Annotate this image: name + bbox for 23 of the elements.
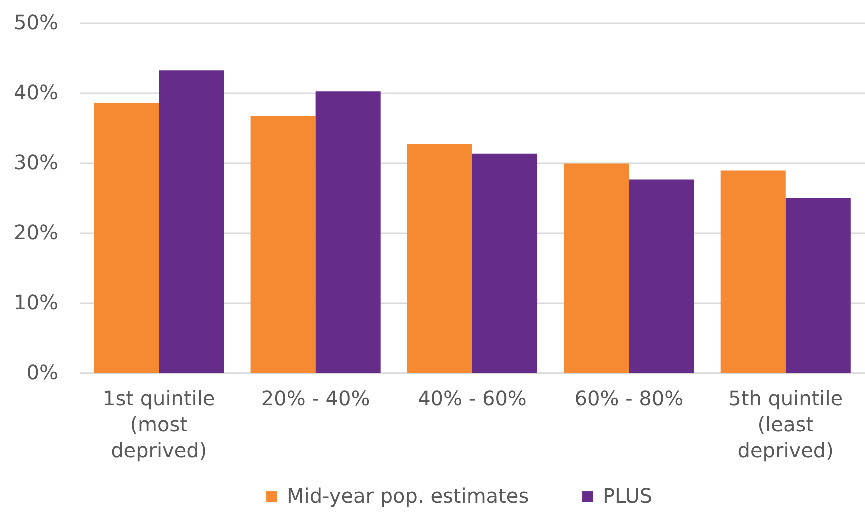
bar [250, 116, 316, 373]
y-tick-label: 50% [14, 10, 58, 34]
bar [159, 70, 224, 373]
y-tick-label: 10% [14, 290, 58, 314]
y-tick-label: 40% [14, 80, 58, 104]
bar [629, 180, 694, 373]
bar [720, 170, 786, 373]
bar [472, 154, 538, 373]
y-tick-label: 30% [14, 150, 58, 174]
legend-label: PLUS [603, 484, 653, 508]
x-tick-label: 20% - 40% [261, 386, 370, 410]
bar [316, 92, 381, 373]
legend-label: Mid-year pop. estimates [287, 484, 530, 508]
x-tick-label: 60% - 80% [574, 386, 684, 410]
x-tick-label: 40% - 60% [418, 386, 527, 410]
bar [94, 104, 160, 373]
x-tick-label: 1st quintile (most deprived) [103, 386, 216, 462]
x-tick-label: 5th quintile (least deprived) [728, 386, 844, 462]
bar [564, 164, 630, 373]
bar [407, 144, 472, 373]
y-tick-label: 20% [14, 220, 58, 244]
bar [786, 198, 851, 373]
y-tick-label: 0% [26, 360, 58, 384]
